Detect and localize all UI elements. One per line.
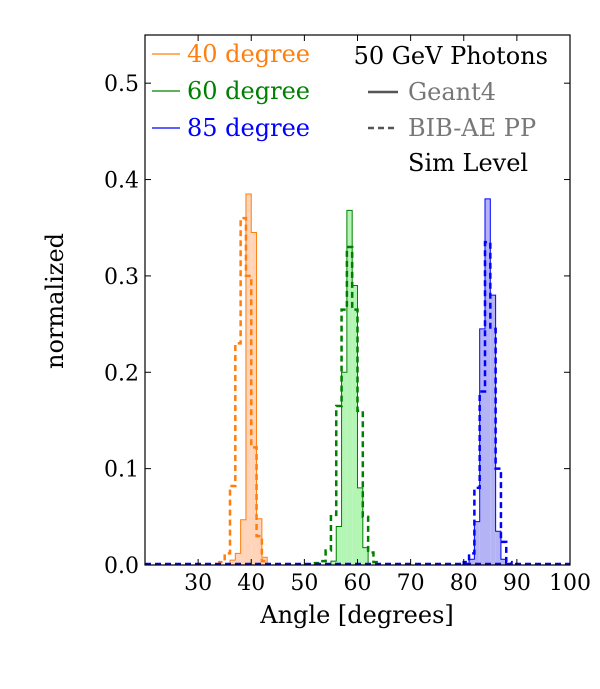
series-40-degree: [218, 193, 269, 565]
geant4-bar: [357, 487, 363, 565]
geant4-bar: [500, 559, 507, 565]
geant4-bar: [256, 518, 262, 565]
geant4-bar: [362, 547, 369, 565]
geant4-outline: [229, 193, 268, 565]
geant4-bar: [474, 521, 480, 565]
geant4-bar: [490, 295, 496, 565]
x-tick-label: 100: [549, 571, 591, 596]
x-tick-label: 50: [290, 571, 318, 596]
geant4-bar: [495, 531, 501, 565]
geant4-bar: [240, 519, 246, 565]
geant4-bar: [251, 232, 257, 565]
x-tick-label: 60: [344, 571, 372, 596]
geant4-bar: [346, 210, 353, 565]
x-tick-label: 90: [503, 571, 531, 596]
ticks-layer: 30 40 50 60 70 80 90 100 0.0 0.1 0.2 0.3 0.4 0.5: [104, 35, 591, 596]
y-tick-label: 0.1: [104, 458, 139, 483]
legend-style-label: Geant4: [408, 78, 496, 106]
geant4-bar: [336, 526, 342, 565]
y-axis-label: normalized: [41, 233, 69, 369]
geant4-bar: [245, 194, 252, 565]
geant4-bar: [230, 560, 236, 565]
legend-angle-label: 60 degree: [187, 77, 310, 105]
y-tick-label: 0.5: [104, 72, 139, 97]
series-60-degree: [313, 209, 380, 565]
x-tick-label: 40: [237, 571, 265, 596]
bibae-step: [313, 245, 380, 565]
geant4-bar: [330, 561, 337, 565]
geant4-bar: [235, 553, 241, 565]
series-85-degree: [462, 198, 513, 565]
y-tick-label: 0.2: [104, 361, 139, 386]
geant4-bar: [352, 285, 358, 565]
legend-angle-label: 85 degree: [187, 114, 310, 142]
legend-angle-label: 40 degree: [187, 40, 310, 68]
geant4-bar: [469, 559, 475, 565]
plot-area: 30 40 50 60 70 80 90 100 0.0 0.1 0.2 0.3 0.4 0.5: [104, 34, 591, 596]
legend-note: Sim Level: [408, 149, 528, 177]
x-tick-label: 70: [397, 571, 425, 596]
geant4-bar: [479, 328, 485, 565]
geant4-bar: [485, 198, 491, 565]
y-tick-label: 0.4: [104, 169, 139, 194]
y-tick-label: 0.3: [104, 265, 139, 290]
legend-angles: 40 degree 60 degree 85 degree: [152, 40, 310, 142]
legend-style-label: BIB-AE PP: [408, 114, 536, 142]
x-tick-label: 80: [450, 571, 478, 596]
bibae-step: [462, 240, 513, 565]
x-tick-label: 30: [184, 571, 212, 596]
geant4-bar: [341, 372, 347, 565]
y-tick-label: 0.0: [104, 554, 139, 579]
legend-styles: Geant4 BIB-AE PP Sim Level: [368, 78, 536, 177]
x-axis-label: Angle [degrees]: [259, 601, 454, 629]
chart-title: 50 GeV Photons: [354, 42, 548, 70]
bibae-step: [218, 216, 269, 565]
series-layer: [145, 193, 570, 565]
